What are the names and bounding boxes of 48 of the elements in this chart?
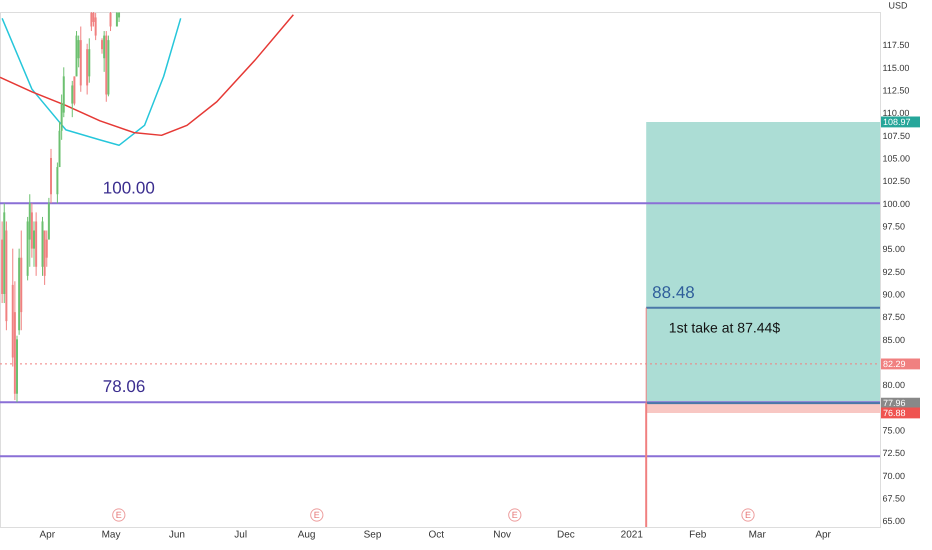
y-tick-label: 65.00 bbox=[882, 516, 906, 526]
ref-line-label: 88.48 bbox=[652, 282, 695, 302]
ref-line-label: 82.29 bbox=[883, 358, 906, 369]
y-tick-label: 95.00 bbox=[882, 244, 906, 254]
y-axis-title: USD bbox=[888, 0, 908, 10]
y-tick-label: 100.00 bbox=[882, 198, 910, 209]
y-tick-label: 110.00 bbox=[882, 108, 910, 118]
y-tick-label: 117.50 bbox=[882, 40, 910, 50]
y-tick-label: 72.50 bbox=[882, 448, 906, 458]
x-tick-label: Apr bbox=[39, 530, 56, 540]
y-tick-label: 75.00 bbox=[882, 425, 906, 436]
y-tick-label: 115.00 bbox=[882, 62, 910, 73]
line-series bbox=[1, 18, 182, 146]
x-tick-label: Dec bbox=[557, 530, 575, 540]
ref-line-label: 78.06 bbox=[102, 377, 146, 396]
y-tick-label: 97.50 bbox=[882, 221, 906, 232]
y-tick-label: 102.50 bbox=[882, 176, 910, 186]
y-tick-label: 85.00 bbox=[882, 334, 906, 345]
y-tick-label: 107.50 bbox=[882, 130, 910, 141]
annotation: E bbox=[314, 510, 320, 520]
annotation: E bbox=[116, 510, 122, 520]
band-label: 76.88 bbox=[883, 408, 906, 418]
ref-line-label: 100.00 bbox=[102, 178, 155, 198]
y-tick-label: 87.50 bbox=[882, 312, 906, 322]
band-label: 108.97 bbox=[883, 116, 911, 127]
line-series bbox=[0, 14, 294, 136]
x-tick-label: Aug bbox=[298, 530, 316, 540]
y-tick-label: 90.00 bbox=[882, 289, 906, 300]
x-tick-label: Mar bbox=[748, 530, 766, 540]
annotation: 1st take at 87.44$ bbox=[668, 320, 780, 336]
x-tick-label: Nov bbox=[493, 530, 512, 540]
x-tick-label: Jul bbox=[234, 530, 248, 540]
x-tick-label: Feb bbox=[689, 530, 707, 540]
annotation: E bbox=[512, 510, 518, 520]
y-tick-label: 105.00 bbox=[882, 153, 910, 164]
annotation: E bbox=[744, 510, 752, 520]
ref-line-label: 77.96 bbox=[883, 398, 906, 408]
x-tick-label: Sep bbox=[364, 530, 382, 540]
x-tick-label: Apr bbox=[815, 530, 832, 540]
x-tick-label: Jun bbox=[168, 530, 185, 540]
y-tick-label: 67.50 bbox=[882, 493, 906, 504]
y-tick-label: 80.00 bbox=[882, 380, 906, 390]
x-tick-label: Oct bbox=[428, 530, 444, 540]
y-tick-label: 92.50 bbox=[882, 266, 906, 277]
y-tick-label: 70.00 bbox=[882, 470, 906, 481]
x-tick-label: 2021 bbox=[620, 530, 644, 540]
y-tick-label: 112.50 bbox=[882, 85, 910, 96]
x-tick-label: May bbox=[102, 530, 120, 540]
